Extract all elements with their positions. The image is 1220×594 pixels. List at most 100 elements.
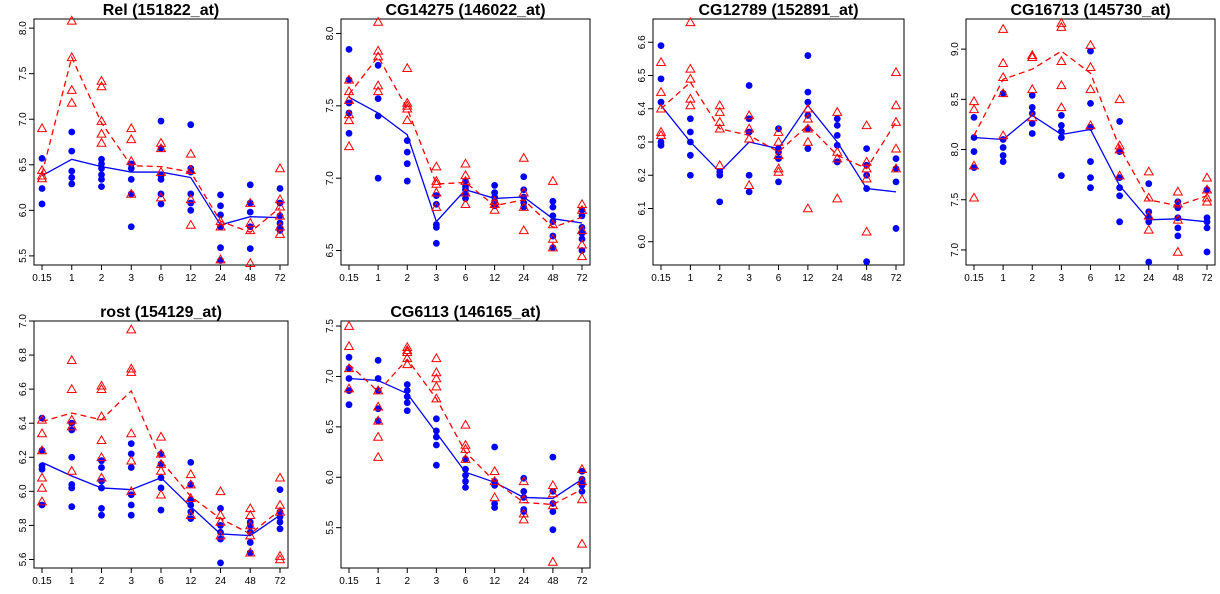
data-point-circle: [276, 518, 284, 526]
data-point-circle: [157, 200, 165, 208]
solid-mean-line: [41, 158, 281, 226]
data-point-triangle: [460, 443, 471, 453]
data-point-circle: [833, 141, 841, 149]
x-tick-label: 2: [404, 273, 410, 284]
data-point-triangle: [185, 492, 197, 502]
data-point-triangle: [685, 73, 696, 83]
data-point-circle: [403, 381, 411, 388]
data-point-triangle: [831, 106, 843, 116]
data-point-circle: [68, 453, 76, 461]
y-tick-label: 6.0: [637, 234, 648, 248]
data-point-circle: [520, 173, 528, 181]
x-tick-label: 3: [128, 576, 134, 587]
data-point-circle: [127, 464, 135, 471]
data-point-circle: [345, 45, 353, 53]
data-point-triangle: [244, 530, 256, 540]
data-point-triangle: [802, 103, 814, 113]
x-tick-label: 12: [489, 273, 501, 284]
x-tick-label: 0.15: [651, 273, 671, 284]
data-point-circle: [804, 145, 812, 153]
data-point-circle: [657, 141, 665, 149]
data-point-triangle: [244, 197, 256, 207]
data-point-triangle: [1172, 246, 1184, 256]
y-tick-label: 6.5: [18, 157, 29, 171]
data-point-triangle: [518, 187, 530, 197]
data-point-triangle: [125, 155, 137, 165]
data-point-triangle: [968, 160, 980, 170]
y-tick-label: 7.0: [18, 314, 29, 328]
x-tick-label: 6: [776, 273, 782, 284]
y-tick-label: 5.8: [18, 518, 29, 532]
data-point-circle: [833, 115, 841, 123]
y-tick-label: 6.8: [18, 348, 29, 362]
y-tick-label: 6.4: [18, 416, 29, 430]
data-point-triangle: [547, 479, 559, 490]
data-point-triangle: [518, 508, 530, 518]
data-point-triangle: [274, 210, 286, 220]
data-point-triangle: [125, 188, 137, 198]
data-point-circle: [745, 171, 753, 179]
y-tick-label: 7.5: [950, 192, 961, 206]
data-point-triangle: [401, 341, 413, 352]
y-tick-label: 6.1: [637, 201, 648, 215]
data-point-circle: [999, 136, 1007, 143]
data-point-circle: [1087, 174, 1094, 182]
data-point-triangle: [576, 494, 588, 504]
data-point-circle: [187, 458, 195, 466]
data-point-triangle: [36, 122, 48, 133]
data-point-triangle: [343, 74, 355, 84]
data-point-circle: [1174, 198, 1182, 206]
data-point-triangle: [66, 97, 78, 107]
data-point-triangle: [1114, 144, 1125, 154]
data-point-triangle: [576, 475, 588, 486]
data-point-circle: [276, 185, 284, 192]
data-point-triangle: [1026, 49, 1038, 59]
y-tick-label: 5.5: [325, 520, 336, 534]
panel-5: CG6113 (146165_at)5.56.06.57.07.50.15 1 2 3…: [325, 304, 591, 587]
data-point-triangle: [431, 201, 442, 211]
data-point-triangle: [96, 434, 107, 445]
data-point-triangle: [1172, 214, 1184, 224]
data-point-triangle: [1201, 192, 1213, 202]
x-tick-label: 2: [99, 273, 105, 284]
x-tick-label: 12: [1114, 273, 1126, 284]
y-tick-label: 6.0: [18, 484, 29, 498]
data-point-circle: [432, 441, 440, 449]
data-point-circle: [374, 61, 382, 69]
data-point-circle: [970, 134, 978, 141]
data-point-triangle: [1143, 192, 1155, 202]
data-point-circle: [345, 401, 353, 409]
data-point-triangle: [36, 173, 48, 183]
data-point-triangle: [655, 86, 667, 96]
data-point-circle: [549, 500, 557, 507]
data-point-circle: [38, 155, 46, 162]
data-point-circle: [686, 115, 694, 123]
data-point-triangle: [1026, 83, 1038, 94]
panel-1: CG14275 (146022_at)6.57.07.58.00.15 1 2 3 6 1…: [325, 2, 591, 284]
data-point-triangle: [96, 75, 107, 85]
data-point-circle: [403, 387, 411, 394]
data-point-triangle: [714, 123, 726, 133]
data-point-triangle: [890, 143, 902, 153]
data-point-circle: [1028, 91, 1036, 99]
data-point-triangle: [36, 428, 48, 438]
data-point-triangle: [155, 489, 167, 499]
data-point-circle: [98, 183, 105, 191]
data-point-triangle: [36, 414, 48, 424]
data-point-triangle: [36, 445, 48, 455]
data-point-circle: [432, 239, 440, 247]
dashed-mean-line: [660, 81, 897, 170]
data-point-circle: [491, 443, 499, 451]
dashed-mean-line: [348, 55, 583, 229]
x-tick-label: 72: [1201, 273, 1213, 284]
data-point-triangle: [66, 465, 78, 475]
data-point-circle: [403, 177, 411, 185]
data-point-triangle: [1056, 55, 1067, 65]
data-point-circle: [686, 128, 694, 136]
data-point-triangle: [547, 487, 559, 498]
data-point-circle: [1087, 99, 1094, 107]
data-point-circle: [157, 117, 165, 125]
data-point-triangle: [1085, 39, 1096, 49]
x-tick-label: 48: [547, 273, 559, 284]
